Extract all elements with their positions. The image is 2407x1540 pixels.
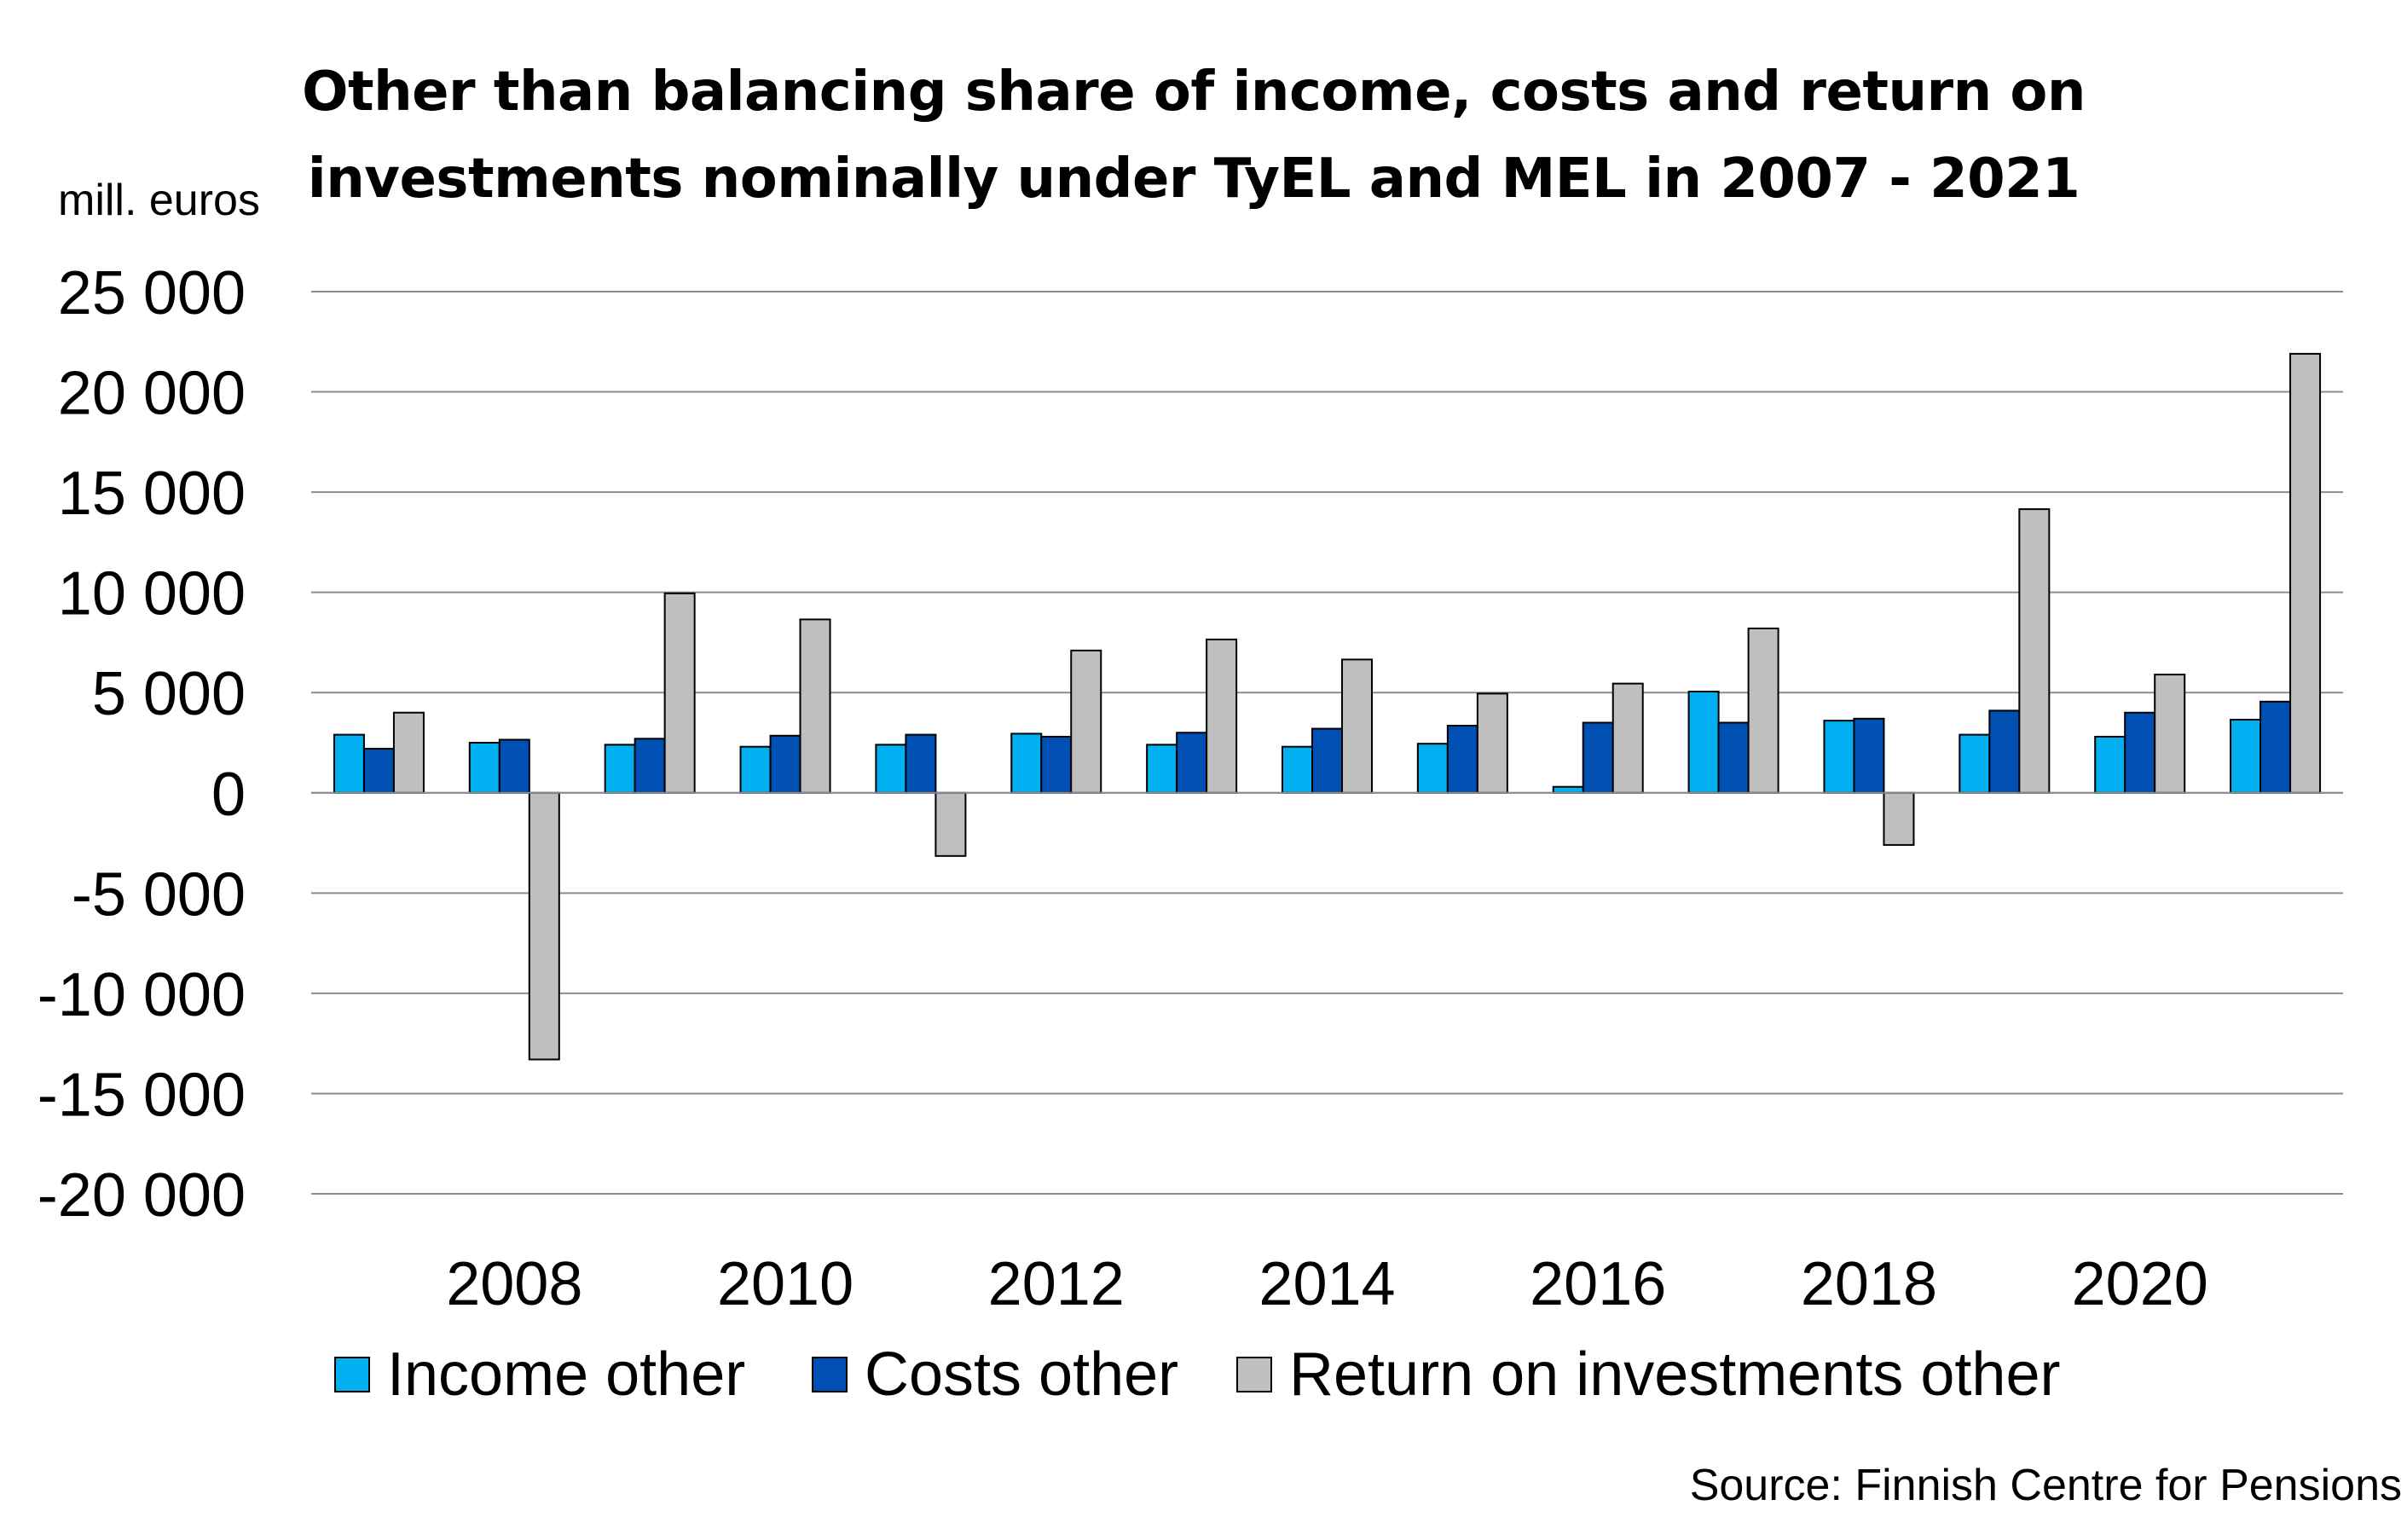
bar-income-2012	[1010, 732, 1043, 794]
x-tick-label: 2018	[1801, 1250, 1937, 1318]
bar-costs-2010	[769, 734, 801, 794]
gridlines	[311, 291, 2343, 1195]
bar-income-2016	[1552, 785, 1584, 794]
bar-income-2009	[604, 744, 636, 794]
bar-return-2011	[934, 791, 967, 857]
bar-return-2015	[1476, 692, 1508, 794]
bar-costs-2017	[1717, 721, 1750, 794]
bar-costs-2015	[1446, 725, 1478, 794]
bar-income-2008	[468, 742, 500, 794]
x-tick-label: 2016	[1530, 1250, 1666, 1318]
bar-income-2010	[739, 745, 772, 794]
legend-label-costs-other: Costs other	[865, 1340, 1179, 1409]
legend-item-return-other: Return on investments other	[1236, 1340, 2060, 1409]
y-axis-label: mill. euros	[58, 176, 260, 225]
bar-costs-2012	[1040, 735, 1073, 794]
legend-swatch-income-other	[334, 1357, 370, 1392]
bar-income-2018	[1823, 720, 1855, 794]
bar-return-2007	[392, 711, 425, 794]
bar-costs-2020	[2124, 711, 2156, 794]
y-tick-label: -5 000	[72, 860, 246, 929]
bar-costs-2016	[1582, 721, 1614, 794]
x-tick-label: 2008	[446, 1250, 582, 1318]
legend-label-income-other: Income other	[387, 1340, 746, 1409]
source-note: Source: Finnish Centre for Pensions	[1689, 1461, 2402, 1510]
bar-costs-2014	[1311, 727, 1343, 794]
y-tick-label: 25 000	[58, 259, 246, 327]
bar-return-2009	[663, 592, 696, 794]
bar-costs-2011	[905, 733, 937, 794]
bar-costs-2007	[362, 748, 395, 794]
legend-item-costs-other: Costs other	[812, 1340, 1178, 1409]
chart-title-line-1: Other than balancing share of income, co…	[302, 61, 2086, 124]
y-tick-label: 0	[211, 761, 246, 829]
x-tick-label: 2020	[2072, 1250, 2208, 1318]
legend-swatch-return-other	[1236, 1357, 1272, 1392]
bar-income-2017	[1687, 691, 1720, 794]
x-tick-label: 2012	[988, 1250, 1125, 1318]
bar-income-2021	[2230, 718, 2262, 794]
bar-return-2018	[1883, 791, 1915, 846]
legend-label-return-other: Return on investments other	[1289, 1340, 2061, 1409]
bar-return-2012	[1070, 649, 1102, 794]
y-tick-label: 15 000	[58, 460, 246, 528]
y-tick-labels: 25 000 20 000 15 000 10 000 5 000 0 -5 000 -10 …	[38, 259, 246, 1230]
bar-income-2020	[2094, 735, 2126, 794]
bar-return-2021	[2289, 352, 2322, 794]
bar-return-2014	[1341, 658, 1373, 794]
y-tick-label: 5 000	[92, 660, 246, 728]
x-tick-label: 2014	[1258, 1250, 1395, 1318]
bar-income-2013	[1146, 744, 1178, 794]
bar-costs-2009	[634, 738, 666, 794]
bar-costs-2021	[2259, 700, 2292, 794]
bar-costs-2019	[1988, 709, 2021, 794]
bar-costs-2008	[498, 738, 530, 794]
bar-income-2015	[1416, 743, 1449, 794]
bar-return-2010	[799, 618, 831, 794]
y-tick-label: -10 000	[38, 961, 246, 1029]
x-tick-labels: 2008 2010 2012 2014 2016 2018 2020	[446, 1250, 2208, 1318]
legend-item-income-other: Income other	[334, 1340, 745, 1409]
bar-income-2007	[333, 733, 365, 794]
bar-return-2020	[2154, 674, 2186, 794]
legend-swatch-costs-other	[812, 1357, 848, 1392]
bar-return-2008	[528, 791, 560, 1061]
bars	[311, 352, 2343, 1061]
bar-return-2016	[1611, 682, 1644, 794]
x-tick-label: 2010	[717, 1250, 853, 1318]
bar-costs-2013	[1176, 732, 1208, 794]
y-tick-label: -20 000	[38, 1161, 246, 1230]
y-tick-label: -15 000	[38, 1061, 246, 1129]
y-tick-label: 10 000	[58, 560, 246, 628]
bar-return-2017	[1747, 627, 1779, 794]
bar-costs-2018	[1853, 717, 1885, 794]
chart-title-line-2: investments nominally under TyEL and MEL…	[307, 148, 2080, 211]
bar-return-2013	[1206, 638, 1238, 794]
y-tick-label: 20 000	[58, 360, 246, 428]
bar-income-2019	[1959, 733, 1991, 794]
bar-income-2011	[875, 744, 907, 794]
bar-return-2019	[2018, 508, 2051, 794]
bar-income-2014	[1282, 745, 1313, 794]
